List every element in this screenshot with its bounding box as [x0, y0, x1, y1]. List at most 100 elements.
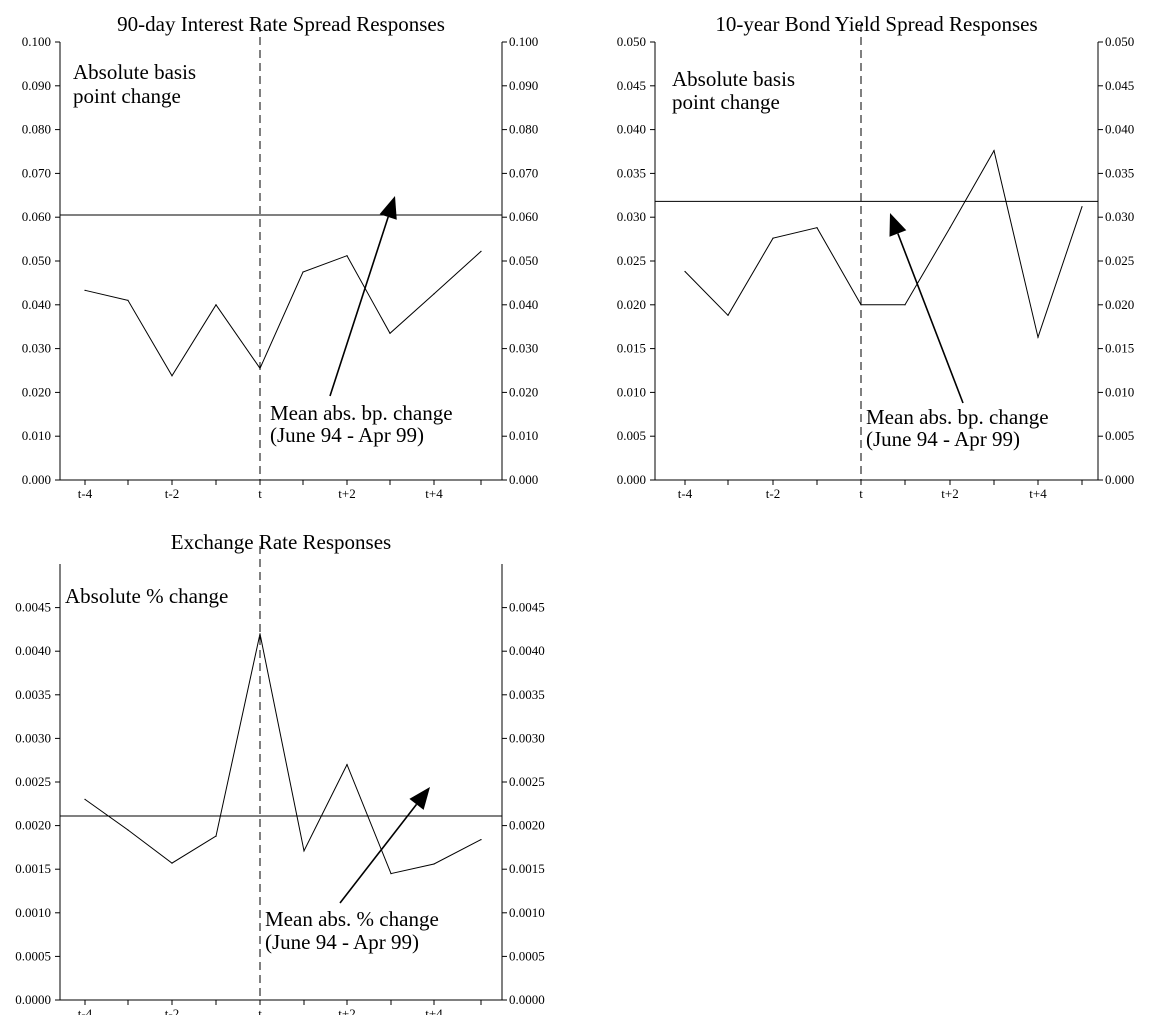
- data-point: [949, 227, 951, 229]
- data-point: [127, 299, 129, 301]
- mean-label: (June 94 - Apr 99): [270, 423, 424, 447]
- mean-arrow-shaft: [339, 803, 418, 904]
- data-point: [684, 270, 686, 273]
- mean-label: (June 94 - Apr 99): [265, 930, 419, 954]
- data-point: [84, 798, 86, 801]
- mean-arrow-head: [409, 787, 430, 810]
- y-tick-label-right: 0.080: [509, 122, 538, 137]
- y-tick-label-right: 0.0015: [509, 861, 545, 876]
- y-tick-label-right: 0.0035: [509, 687, 545, 702]
- y-tick-label-left: 0.100: [22, 34, 51, 49]
- y-tick-label-left: 0.0045: [15, 600, 51, 615]
- y-tick-label-left: 0.045: [617, 78, 646, 93]
- x-tick-label: t-2: [165, 486, 179, 501]
- y-tick-label-left: 0.070: [22, 165, 51, 180]
- x-tick-label: t+4: [425, 1006, 443, 1015]
- x-tick-label: t+2: [338, 1006, 355, 1015]
- data-point: [84, 289, 86, 291]
- y-tick-label-right: 0.045: [1105, 78, 1134, 93]
- y-tick-label-left: 0.020: [617, 297, 646, 312]
- y-tick-label-right: 0.070: [509, 165, 538, 180]
- x-tick-label: t-2: [165, 1006, 179, 1015]
- data-point: [171, 375, 173, 377]
- y-tick-label-left: 0.0040: [15, 643, 51, 658]
- y-tick-label-right: 0.030: [509, 341, 538, 356]
- y-tick-label-right: 0.010: [1105, 384, 1134, 399]
- y-tick-label-right: 0.0040: [509, 643, 545, 658]
- mean-label: Mean abs. bp. change: [270, 401, 453, 425]
- data-point: [1037, 336, 1039, 338]
- data-point: [904, 304, 906, 306]
- y-tick-label-right: 0.025: [1105, 253, 1134, 268]
- x-tick-label: t-4: [78, 1006, 93, 1015]
- y-tick-label-left: 0.000: [22, 472, 51, 487]
- y-tick-label-right: 0.060: [509, 209, 538, 224]
- data-point: [390, 873, 392, 875]
- data-point: [302, 271, 304, 273]
- y-tick-label-right: 0.030: [1105, 209, 1134, 224]
- y-tick-label-right: 0.035: [1105, 165, 1134, 180]
- data-point: [433, 293, 435, 295]
- mean-arrow-head: [379, 196, 397, 220]
- data-point: [727, 314, 729, 316]
- x-tick-label: t: [258, 486, 262, 501]
- y-tick-label-left: 0.0020: [15, 818, 51, 833]
- y-tick-label-right: 0.000: [509, 472, 538, 487]
- y-tick-label-right: 0.090: [509, 78, 538, 93]
- y-tick-label-left: 0.010: [22, 428, 51, 443]
- y-tick-label-right: 0.100: [509, 34, 538, 49]
- y-tick-label-left: 0.030: [617, 209, 646, 224]
- series-line: [684, 149, 1083, 340]
- y-tick-label-left: 0.025: [617, 253, 646, 268]
- y-tick-label-left: 0.0030: [15, 730, 51, 745]
- x-tick-label: t+4: [1029, 486, 1047, 501]
- y-tick-label-right: 0.050: [509, 253, 538, 268]
- chart-panel-3: Exchange Rate Responses 0.0000 0.0000 0.000…: [15, 530, 545, 1015]
- y-tick-label-left: 0.010: [617, 384, 646, 399]
- series-line: [84, 251, 482, 377]
- data-point: [480, 839, 482, 841]
- y-tick-label-right: 0.020: [1105, 297, 1134, 312]
- y-tick-label-left: 0.020: [22, 384, 51, 399]
- y-tick-label-right: 0.0020: [509, 818, 545, 833]
- data-point: [993, 150, 995, 152]
- mean-label: (June 94 - Apr 99): [866, 427, 1020, 451]
- chart-title: Exchange Rate Responses: [171, 530, 391, 554]
- y-tick-label-left: 0.0035: [15, 687, 51, 702]
- mean-label: Mean abs. bp. change: [866, 405, 1049, 429]
- data-point: [816, 227, 818, 229]
- y-tick-label-left: 0.090: [22, 78, 51, 93]
- x-tick-label: t+2: [338, 486, 355, 501]
- x-tick-label: t: [258, 1006, 262, 1015]
- data-point: [171, 862, 173, 864]
- x-tick-label: t-4: [678, 486, 693, 501]
- x-tick-label: t+2: [941, 486, 958, 501]
- y-tick-label-right: 0.0030: [509, 730, 545, 745]
- axis-annotation: point change: [73, 84, 181, 108]
- axis-annotation: Absolute % change: [65, 584, 228, 608]
- data-point: [480, 250, 482, 252]
- mean-arrow-head: [889, 213, 907, 237]
- x-tick-label: t+4: [425, 486, 443, 501]
- y-tick-label-left: 0.050: [617, 34, 646, 49]
- axis-annotation: Absolute basis: [672, 67, 795, 91]
- y-tick-label-left: 0.035: [617, 165, 646, 180]
- data-point: [1081, 206, 1083, 208]
- y-tick-label-right: 0.0000: [509, 992, 545, 1007]
- y-tick-label-right: 0.040: [1105, 122, 1134, 137]
- data-point: [259, 633, 261, 635]
- data-point: [389, 332, 391, 334]
- data-point: [303, 850, 305, 852]
- y-tick-label-left: 0.015: [617, 341, 646, 356]
- chart-panel-2: 10-year Bond Yield Spread Responses 0.000…: [617, 12, 1135, 501]
- y-tick-label-left: 0.060: [22, 209, 51, 224]
- series-line: [84, 633, 482, 875]
- mean-arrow-shaft: [897, 233, 964, 404]
- data-point: [860, 304, 862, 306]
- y-tick-label-left: 0.0010: [15, 905, 51, 920]
- data-point: [215, 304, 217, 306]
- data-point: [127, 829, 129, 831]
- y-tick-label-right: 0.0010: [509, 905, 545, 920]
- axis-annotation: Absolute basis: [73, 60, 196, 84]
- y-tick-label-left: 0.080: [22, 122, 51, 137]
